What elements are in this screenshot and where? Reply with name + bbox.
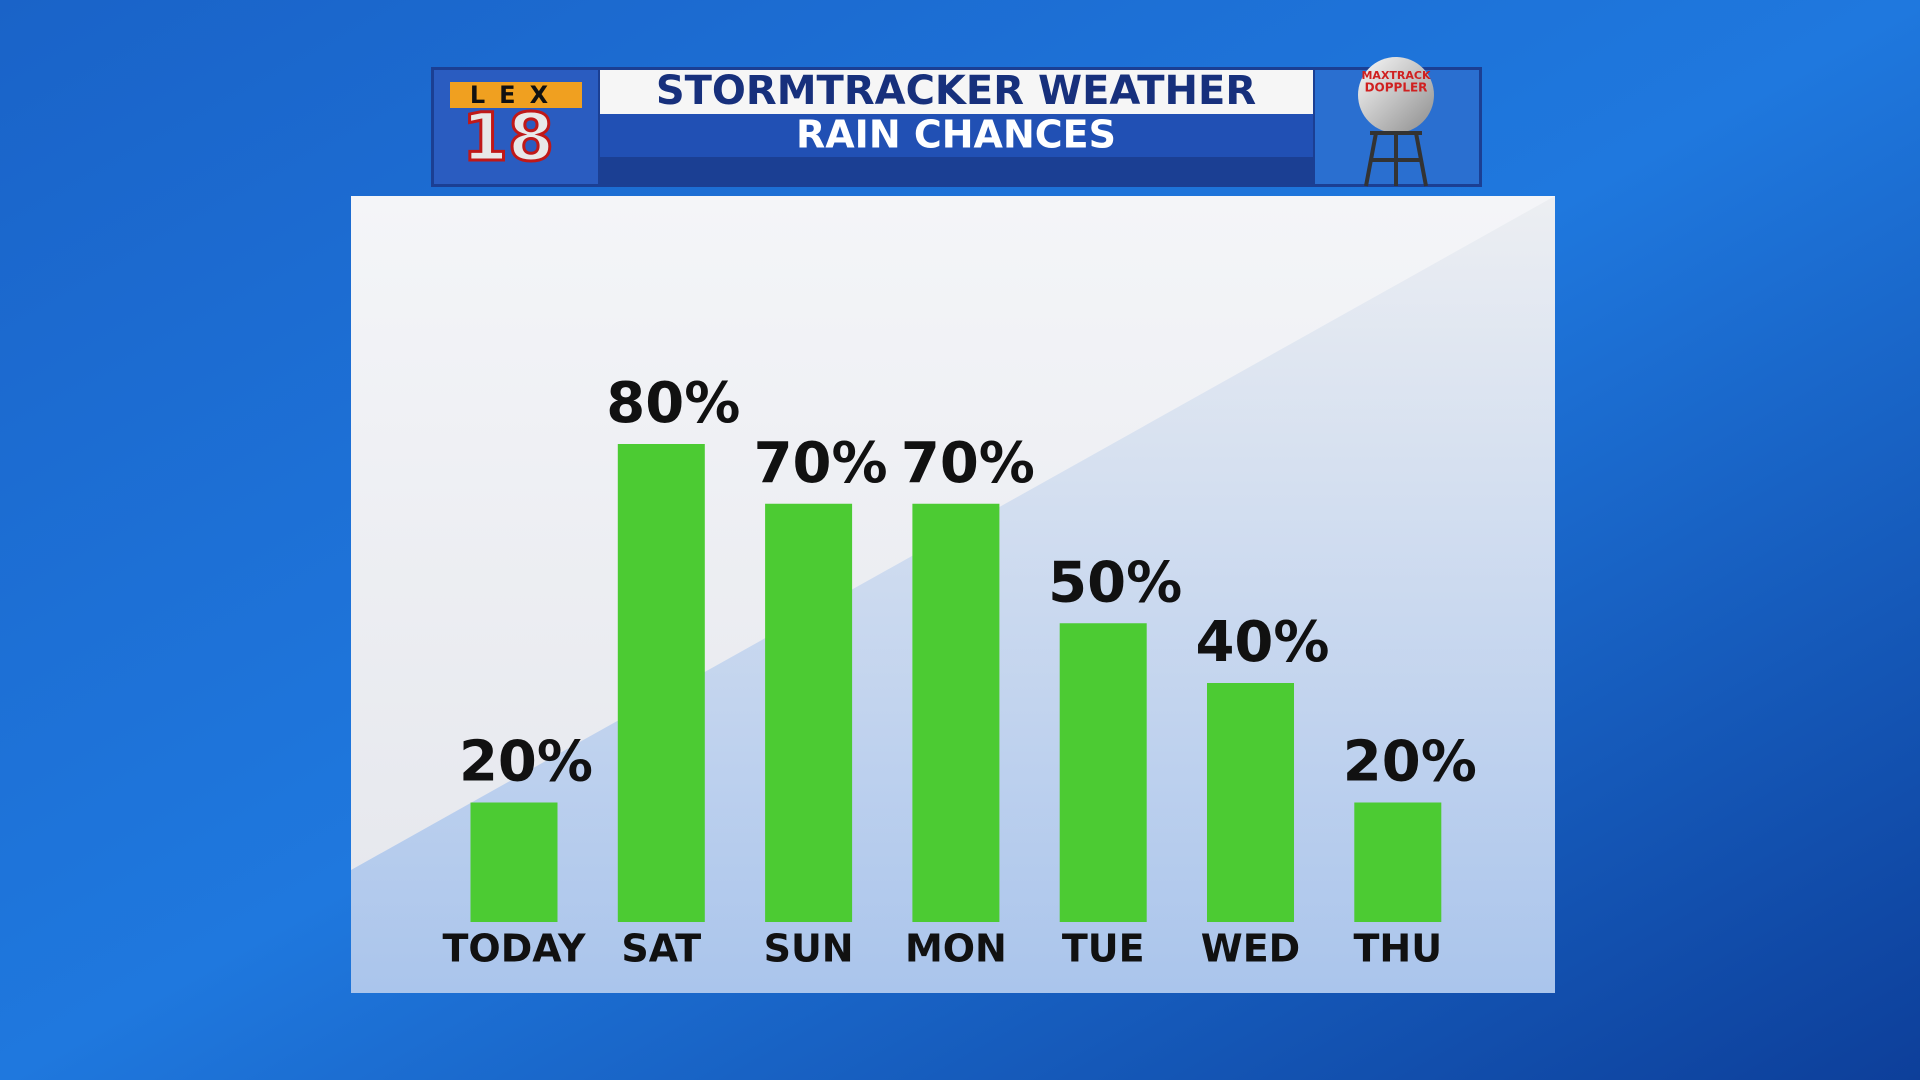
value-label: 70%: [901, 431, 1035, 496]
chart-subtitle: RAIN CHANCES: [796, 113, 1116, 157]
radar-tower: [1364, 131, 1428, 187]
value-label: 70%: [754, 431, 888, 496]
x-tick-label: THU: [1354, 927, 1443, 971]
logo-station: LEX: [470, 81, 562, 109]
bar: [1059, 623, 1147, 922]
value-label: 50%: [1048, 550, 1182, 615]
subtitle-band: [600, 114, 1313, 157]
bar: [470, 802, 558, 922]
value-label: 80%: [606, 371, 740, 436]
value-label: 20%: [1343, 730, 1477, 795]
radar-bottom: DOPPLER: [1365, 81, 1428, 95]
bar: [617, 444, 705, 922]
chart-title: STORMTRACKER WEATHER: [656, 68, 1256, 114]
x-tick-label: TODAY: [442, 927, 586, 971]
bar: [765, 503, 853, 922]
bar: [912, 503, 1000, 922]
logo-number: 18: [462, 99, 554, 176]
bar: [1354, 802, 1442, 922]
x-tick-label: SUN: [764, 927, 854, 971]
radar-dome: [1358, 57, 1434, 133]
logo-strip: [450, 82, 582, 108]
radar-top: MAXTRACK: [1361, 69, 1431, 82]
title-band: [600, 70, 1313, 114]
x-tick-label: MON: [905, 927, 1007, 971]
bar: [1207, 683, 1294, 922]
x-tick-label: TUE: [1062, 927, 1145, 971]
value-label: 40%: [1195, 610, 1329, 675]
value-label: 20%: [459, 730, 593, 795]
x-tick-label: WED: [1201, 927, 1300, 971]
x-tick-label: SAT: [621, 927, 701, 971]
